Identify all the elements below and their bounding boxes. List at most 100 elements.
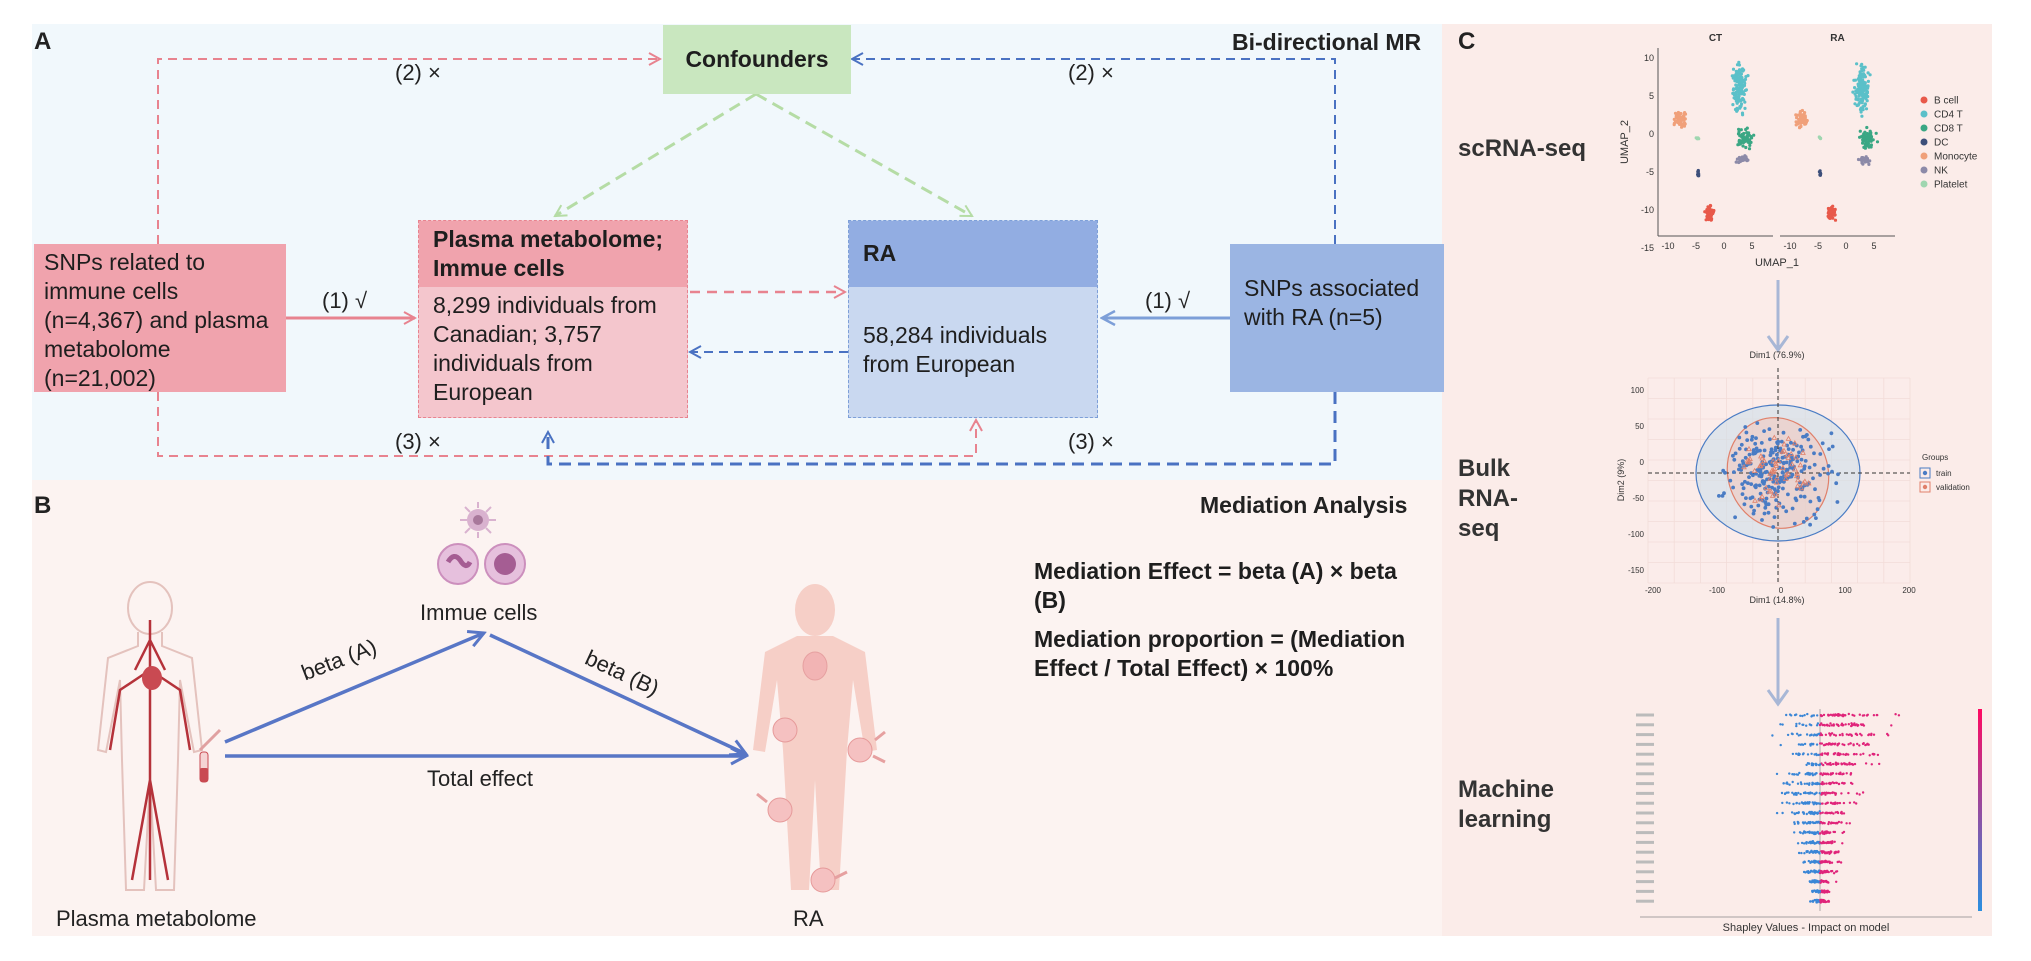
shap-point — [1792, 802, 1795, 806]
pca-train-point — [1721, 468, 1726, 473]
umap-legend-swatch — [1920, 124, 1928, 132]
umap-point — [1853, 92, 1857, 96]
shap-point — [1876, 713, 1879, 717]
pca-validation-point — [1784, 452, 1790, 458]
shap-point — [1809, 900, 1812, 903]
shap-point — [1823, 880, 1827, 883]
shap-point — [1795, 724, 1798, 728]
umap-point — [1867, 133, 1871, 137]
pca-legend-dot — [1922, 470, 1928, 476]
pca-train-point — [1743, 455, 1748, 460]
umap-point — [1743, 155, 1747, 159]
shap-point — [1819, 772, 1822, 776]
shap-point — [1837, 724, 1840, 728]
shap-point — [1808, 782, 1811, 785]
mr-label-3-left: (3) × — [395, 429, 441, 454]
pca-train-point — [1790, 472, 1795, 477]
pca-train-point — [1818, 452, 1823, 456]
pca-legend-label: train — [1936, 469, 1952, 478]
shap-point — [1832, 812, 1835, 815]
bulk-rna-seq-label: Bulk RNA-seq — [1458, 454, 1558, 544]
shap-point — [1849, 742, 1852, 745]
shap-point — [1833, 840, 1836, 843]
shap-point — [1818, 871, 1822, 875]
panel-b-background — [32, 480, 1442, 936]
shap-point — [1848, 763, 1851, 766]
umap-point — [1865, 125, 1869, 130]
shap-feature-label — [1636, 801, 1654, 805]
shap-point — [1798, 722, 1801, 725]
pca-train-point — [1776, 489, 1780, 494]
pca-train-point — [1818, 473, 1822, 477]
shap-point — [1845, 753, 1848, 756]
pca-train-point — [1781, 505, 1786, 509]
lymphocyte-icon — [484, 543, 526, 585]
exposure-body: 8,299 individuals from Canadian; 3,757 i… — [433, 292, 657, 405]
shap-point — [1803, 860, 1806, 864]
shap-point — [1802, 831, 1805, 834]
umap-point — [1744, 75, 1748, 79]
shap-point — [1826, 900, 1829, 903]
shap-point — [1791, 773, 1794, 776]
pca-train-point — [1752, 508, 1756, 513]
pca-train-point — [1764, 462, 1768, 467]
umap-point — [1731, 67, 1736, 71]
umap-point — [1858, 129, 1862, 133]
pca-train-point — [1767, 427, 1772, 431]
umap-point — [1737, 160, 1741, 165]
shap-point — [1825, 782, 1828, 785]
umap-x-tick: 5 — [1749, 241, 1754, 251]
pca-train-point — [1757, 483, 1762, 488]
shap-point — [1824, 870, 1827, 873]
umap-point — [1749, 140, 1753, 144]
shap-point — [1800, 801, 1804, 804]
shap-point — [1818, 763, 1822, 766]
pca-train-point — [1798, 428, 1803, 432]
pca-train-point — [1802, 466, 1807, 471]
shap-point — [1813, 831, 1817, 835]
shap-point — [1831, 742, 1834, 745]
pca-train-point — [1815, 507, 1820, 512]
shap-point — [1824, 811, 1828, 814]
umap-point — [1742, 135, 1746, 139]
shap-point — [1787, 791, 1790, 794]
pca-train-point — [1799, 457, 1804, 462]
umap-point — [1875, 140, 1880, 144]
shap-point — [1817, 880, 1820, 883]
shap-feature-label — [1636, 791, 1654, 795]
pca-train-point — [1769, 450, 1773, 455]
shap-point — [1823, 832, 1826, 836]
shap-point — [1816, 870, 1819, 873]
shap-point — [1853, 762, 1857, 766]
shap-point — [1810, 752, 1813, 755]
mr-label-1-right: (1) √ — [1145, 288, 1191, 313]
pca-validation-point — [1782, 475, 1789, 481]
shap-feature-label — [1636, 840, 1654, 844]
umap-x-label: UMAP_1 — [1755, 257, 1799, 269]
umap-point — [1803, 114, 1807, 118]
shap-point — [1814, 821, 1817, 824]
shap-point — [1851, 763, 1855, 766]
shap-point — [1823, 724, 1826, 727]
left-snp-box: SNPs related to immune cells (n=4,367) a… — [34, 244, 286, 392]
shap-point — [1790, 811, 1794, 814]
shap-point — [1842, 753, 1845, 756]
pca-train-point — [1766, 510, 1771, 515]
shap-point — [1828, 811, 1831, 815]
pca-train-point — [1775, 441, 1780, 446]
umap-point — [1856, 84, 1860, 88]
shap-point — [1791, 752, 1795, 756]
umap-point — [1860, 88, 1864, 92]
shap-point — [1811, 801, 1814, 804]
pca-train-point — [1759, 441, 1764, 445]
shap-point — [1802, 812, 1806, 815]
umap-point — [1678, 116, 1682, 120]
shap-feature-label — [1636, 870, 1654, 874]
scrna-seq-label: scRNA-seq — [1458, 135, 1587, 162]
pca-validation-point — [1741, 463, 1747, 470]
shap-point — [1897, 714, 1901, 717]
umap-point — [1737, 155, 1741, 160]
umap-point — [1860, 75, 1864, 79]
mediation-effect-formula: Mediation Effect = beta (A) × beta (B) — [1034, 557, 1434, 615]
shap-point — [1791, 732, 1794, 736]
